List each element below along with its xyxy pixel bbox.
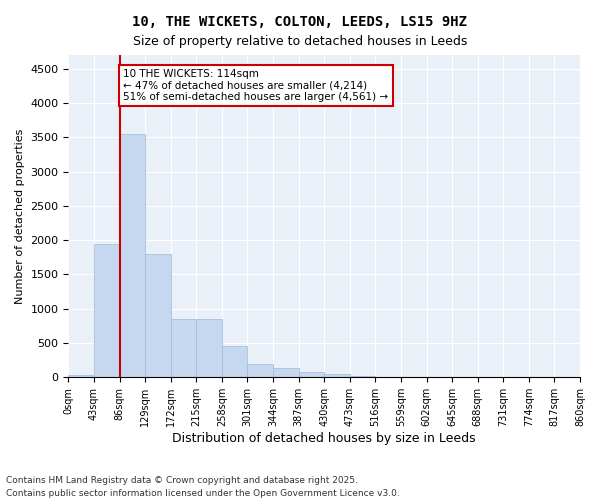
Bar bbox=[222, 346, 247, 378]
Bar bbox=[145, 254, 171, 378]
Bar bbox=[273, 368, 299, 378]
Text: Size of property relative to detached houses in Leeds: Size of property relative to detached ho… bbox=[133, 35, 467, 48]
Bar bbox=[171, 319, 196, 378]
Text: 10, THE WICKETS, COLTON, LEEDS, LS15 9HZ: 10, THE WICKETS, COLTON, LEEDS, LS15 9HZ bbox=[133, 15, 467, 29]
Bar bbox=[196, 319, 222, 378]
Text: Contains public sector information licensed under the Open Government Licence v3: Contains public sector information licen… bbox=[6, 488, 400, 498]
Bar bbox=[376, 376, 401, 378]
Bar bbox=[119, 134, 145, 378]
Bar bbox=[299, 372, 324, 378]
Text: 10 THE WICKETS: 114sqm
← 47% of detached houses are smaller (4,214)
51% of semi-: 10 THE WICKETS: 114sqm ← 47% of detached… bbox=[124, 68, 389, 102]
Bar bbox=[350, 376, 376, 378]
Bar bbox=[324, 374, 350, 378]
Bar bbox=[94, 244, 119, 378]
Bar bbox=[68, 376, 94, 378]
Y-axis label: Number of detached properties: Number of detached properties bbox=[15, 128, 25, 304]
Bar bbox=[247, 364, 273, 378]
Text: Contains HM Land Registry data © Crown copyright and database right 2025.: Contains HM Land Registry data © Crown c… bbox=[6, 476, 358, 485]
X-axis label: Distribution of detached houses by size in Leeds: Distribution of detached houses by size … bbox=[172, 432, 476, 445]
